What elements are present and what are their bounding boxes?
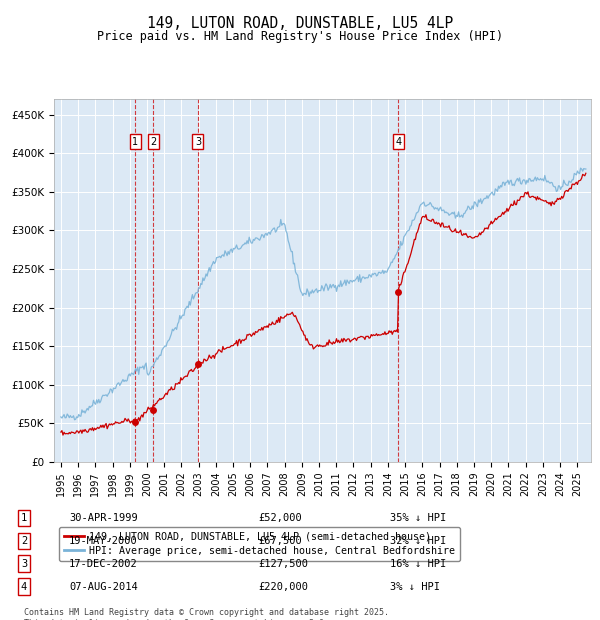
Text: 3: 3 <box>195 136 201 147</box>
Text: £67,500: £67,500 <box>258 536 302 546</box>
Text: 1: 1 <box>21 513 27 523</box>
Text: Price paid vs. HM Land Registry's House Price Index (HPI): Price paid vs. HM Land Registry's House … <box>97 30 503 43</box>
Text: 16% ↓ HPI: 16% ↓ HPI <box>390 559 446 569</box>
Text: £52,000: £52,000 <box>258 513 302 523</box>
Text: 19-MAY-2000: 19-MAY-2000 <box>69 536 138 546</box>
Text: 30-APR-1999: 30-APR-1999 <box>69 513 138 523</box>
Text: 3% ↓ HPI: 3% ↓ HPI <box>390 582 440 591</box>
Text: 4: 4 <box>395 136 401 147</box>
Text: 4: 4 <box>21 582 27 591</box>
Text: 3: 3 <box>21 559 27 569</box>
Text: 35% ↓ HPI: 35% ↓ HPI <box>390 513 446 523</box>
Text: 1: 1 <box>133 136 139 147</box>
Text: £127,500: £127,500 <box>258 559 308 569</box>
Text: £220,000: £220,000 <box>258 582 308 591</box>
Text: Contains HM Land Registry data © Crown copyright and database right 2025.
This d: Contains HM Land Registry data © Crown c… <box>24 608 389 620</box>
Text: 2: 2 <box>21 536 27 546</box>
Text: 2: 2 <box>151 136 157 147</box>
Text: 17-DEC-2002: 17-DEC-2002 <box>69 559 138 569</box>
Text: 149, LUTON ROAD, DUNSTABLE, LU5 4LP: 149, LUTON ROAD, DUNSTABLE, LU5 4LP <box>147 16 453 31</box>
Text: 32% ↓ HPI: 32% ↓ HPI <box>390 536 446 546</box>
Text: 07-AUG-2014: 07-AUG-2014 <box>69 582 138 591</box>
Legend: 149, LUTON ROAD, DUNSTABLE, LU5 4LP (semi-detached house), HPI: Average price, s: 149, LUTON ROAD, DUNSTABLE, LU5 4LP (sem… <box>59 527 460 560</box>
